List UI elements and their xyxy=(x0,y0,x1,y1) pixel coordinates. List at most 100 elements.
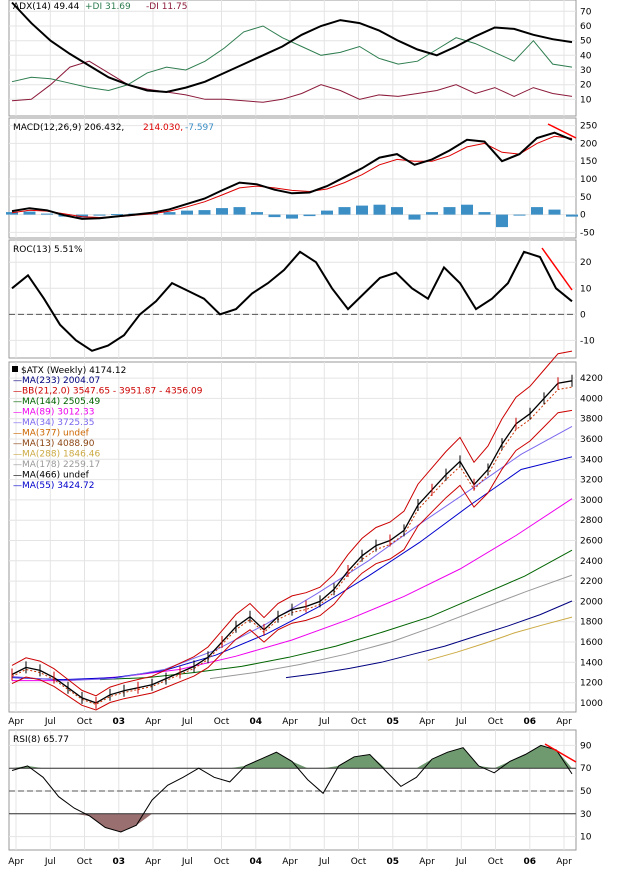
macd-ytick-6: -50 xyxy=(580,228,595,238)
xaxis-top-xtick-8: Apr xyxy=(282,717,298,727)
adx-panel: ADX(14) 49.44 +DI 31.69 -DI 11.75 70 60 50… xyxy=(8,0,592,117)
macd-ytick-1: 200 xyxy=(580,139,597,149)
roc-ytick-3: -10 xyxy=(580,336,595,346)
macd-hist-bar xyxy=(531,207,543,215)
macd-panel-frame xyxy=(8,117,577,239)
macd-hist-bar xyxy=(496,214,508,228)
roc-ytick-1: 10 xyxy=(580,284,592,294)
price-title-marker xyxy=(12,366,18,372)
rsi-ytick-2: 50 xyxy=(580,787,592,797)
xaxis-bottom-xtick-13: Jul xyxy=(455,857,467,867)
macd-hist-bar xyxy=(408,214,421,220)
macd-hist-bar xyxy=(391,207,403,215)
adx-ytick-4: 30 xyxy=(580,66,592,76)
x-axis-top: Apr Jul Oct 03 Apr Jul Oct 04 Apr Jul Oct 05 Apr Jul O… xyxy=(8,717,572,727)
adx-ytick-5: 20 xyxy=(580,81,592,91)
price-ytick-9: 2400 xyxy=(580,557,603,567)
price-ytick-8: 2600 xyxy=(580,537,603,547)
macd-signal-label: 214.030, xyxy=(143,123,183,133)
macd-hist-bar xyxy=(356,205,368,215)
bb-lower-line xyxy=(11,409,573,711)
macd-hist-bar xyxy=(6,212,18,215)
macd-hist-bar xyxy=(111,214,123,216)
xaxis-bottom-xtick-7: 04 xyxy=(250,857,263,867)
xaxis-top-xtick-12: Apr xyxy=(419,717,435,727)
xaxis-top-xtick-4: Apr xyxy=(145,717,161,727)
roc-yticks: 20 10 0 -10 xyxy=(580,258,595,346)
macd-hist-bar xyxy=(373,204,386,215)
macd-hist-bar xyxy=(41,213,53,215)
macd-hist-bar xyxy=(338,207,351,215)
roc-trend-annotation xyxy=(541,247,573,291)
roc-panel: ROC(13) 5.51% 20 10 0 -10 xyxy=(8,239,595,359)
price-ytick-1: 4000 xyxy=(580,394,603,404)
price-legend-item-10: —MA(55) 3424.72 xyxy=(13,481,94,491)
price-ytick-14: 1400 xyxy=(580,658,603,668)
adx-ytick-1: 60 xyxy=(580,22,592,32)
adx-panel-frame xyxy=(8,0,577,117)
xaxis-bottom-xtick-1: Jul xyxy=(44,857,56,867)
adx-lines xyxy=(11,1,573,103)
roc-line xyxy=(11,250,573,352)
rsi-ytick-3: 30 xyxy=(580,810,592,820)
roc-title: ROC(13) 5.51% xyxy=(13,245,83,255)
xaxis-top-xtick-7: 04 xyxy=(250,717,263,727)
roc-lines xyxy=(9,247,576,352)
rsi-yticks: 90 70 50 30 10 xyxy=(580,741,592,842)
xaxis-bottom-xtick-16: Apr xyxy=(556,857,572,867)
macd-hist-bar xyxy=(566,214,578,217)
xaxis-bottom-xtick-14: Oct xyxy=(488,857,504,867)
xaxis-top-xtick-0: Apr xyxy=(8,717,24,727)
macd-ytick-2: 150 xyxy=(580,157,597,167)
rsi-ytick-0: 90 xyxy=(580,741,592,751)
price-yticks: 4200 4000 3800 3600 3400 3200 3000 2800 2600 2400… xyxy=(580,374,603,709)
price-ytick-3: 3600 xyxy=(580,435,603,445)
macd-hist-bar xyxy=(198,210,211,215)
xaxis-top-xtick-5: Jul xyxy=(181,717,193,727)
macd-hist-bar xyxy=(216,208,228,215)
xaxis-bottom-xtick-5: Jul xyxy=(181,857,193,867)
price-panel-frame xyxy=(8,361,577,713)
price-legend-item-6: —MA(13) 4088.90 xyxy=(13,439,95,449)
rsi-panel: RSI(8) 65.77 90 70 50 30 10 xyxy=(8,729,592,851)
xaxis-bottom-xtick-10: Oct xyxy=(351,857,367,867)
xaxis-bottom-xtick-15: 06 xyxy=(524,857,537,867)
xaxis-top-xtick-14: Oct xyxy=(488,717,504,727)
price-legend-item-0: —MA(233) 2004.07 xyxy=(13,376,100,386)
macd-hist-bar xyxy=(163,212,176,215)
price-ytick-16: 1000 xyxy=(580,699,603,709)
price-ytick-0: 4200 xyxy=(580,374,603,384)
macd-hist-bar xyxy=(443,207,456,215)
rsi-panel-frame xyxy=(8,729,577,851)
xaxis-bottom-xtick-2: Oct xyxy=(77,857,93,867)
xaxis-bottom-xtick-11: 05 xyxy=(387,857,400,867)
xaxis-bottom-xtick-4: Apr xyxy=(145,857,161,867)
macd-hist-bar xyxy=(181,210,193,215)
roc-ytick-2: 0 xyxy=(580,310,586,320)
macd-hist-bar xyxy=(426,212,438,215)
macd-hist-bar xyxy=(286,214,298,219)
adx-pdi-label: +DI 31.69 xyxy=(85,2,131,12)
macd-yticks: 250 200 150 100 50 0 -50 xyxy=(580,122,597,239)
adx-mdi-label: -DI 11.75 xyxy=(146,2,187,12)
xaxis-top-xtick-15: 06 xyxy=(524,717,537,727)
rsi-oversold-fill xyxy=(12,813,572,832)
rsi-ytick-1: 70 xyxy=(580,764,592,774)
price-legend-item-5: —MA(377) undef xyxy=(13,429,90,439)
macd-ytick-3: 100 xyxy=(580,175,597,185)
adx-ytick-6: 10 xyxy=(580,95,592,105)
adx-yticks: 70 60 50 40 30 20 10 xyxy=(580,7,592,105)
xaxis-bottom-xtick-8: Apr xyxy=(282,857,298,867)
ma144-line xyxy=(99,549,573,681)
macd-hist-bar xyxy=(268,214,281,218)
price-legend-item-2: —MA(144) 2505.49 xyxy=(13,397,100,407)
xaxis-bottom-xtick-3: 03 xyxy=(113,857,126,867)
adx-ytick-3: 40 xyxy=(580,51,592,61)
price-ytick-2: 3800 xyxy=(580,415,603,425)
xaxis-bottom-xtick-0: Apr xyxy=(8,857,24,867)
xaxis-bottom-xtick-9: Jul xyxy=(318,857,330,867)
ma233-line xyxy=(285,600,573,679)
price-ytick-7: 2800 xyxy=(580,516,603,526)
price-legend-item-4: —MA(34) 3725.35 xyxy=(13,418,94,428)
